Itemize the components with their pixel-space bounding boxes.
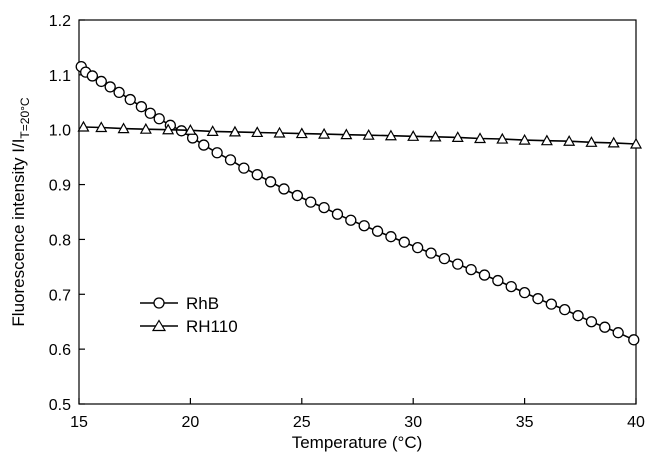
- data-point-rhb: [305, 196, 317, 208]
- x-tick-label: 40: [627, 414, 645, 431]
- x-tick-label: 20: [182, 414, 200, 431]
- y-axis-title-subscript: T=20°C: [18, 97, 32, 138]
- data-point-rhb: [412, 242, 424, 254]
- x-tick-label: 25: [293, 414, 311, 431]
- data-point-rh110: [228, 125, 241, 137]
- data-point-rhb: [398, 236, 410, 248]
- data-point-rhb: [104, 81, 116, 93]
- data-point-rhb: [211, 147, 223, 159]
- data-point-rhb: [113, 86, 125, 99]
- y-tick-label: 1.0: [49, 123, 71, 140]
- data-point-rh110: [77, 120, 90, 132]
- data-point-rh110: [518, 133, 531, 145]
- data-point-rhb: [198, 139, 210, 151]
- data-point-rhb: [124, 93, 136, 106]
- data-point-rhb: [452, 258, 464, 270]
- data-point-rh110: [251, 126, 264, 138]
- data-point-rhb: [371, 225, 384, 237]
- data-point-rh110: [629, 137, 643, 149]
- data-point-rhb: [505, 280, 517, 293]
- series-layer: [75, 60, 643, 346]
- data-point-rhb: [95, 75, 107, 88]
- data-point-rhb: [264, 176, 277, 188]
- legend-marker-rhb: [153, 297, 165, 309]
- data-point-rhb: [291, 189, 303, 202]
- data-point-rhb: [331, 208, 344, 220]
- y-axis-title-main: Fluorescence intensity I/I: [9, 139, 28, 327]
- data-point-rh110: [340, 128, 353, 140]
- data-point-rhb: [86, 70, 99, 82]
- data-point-rh110: [607, 136, 620, 148]
- legend-marker-rh110: [151, 319, 167, 332]
- data-point-rh110: [162, 123, 175, 135]
- data-point-rhb: [385, 231, 397, 243]
- x-tick-label: 15: [70, 414, 88, 431]
- data-point-rhb: [492, 274, 504, 287]
- data-point-rhb: [532, 293, 544, 305]
- x-tick-label: 35: [516, 414, 534, 431]
- data-point-rhb: [465, 263, 477, 276]
- x-axis-title: Temperature (°C): [292, 433, 423, 452]
- data-point-rh110: [407, 130, 420, 141]
- data-point-rhb: [358, 220, 370, 232]
- data-point-rh110: [318, 127, 331, 139]
- y-tick-label: 0.5: [49, 397, 71, 414]
- data-point-rhb: [144, 107, 156, 119]
- data-point-rhb: [251, 169, 263, 181]
- data-point-rhb: [153, 113, 165, 125]
- data-point-rh110: [184, 124, 197, 135]
- data-point-rhb: [345, 214, 357, 226]
- y-tick-label: 1.2: [49, 13, 71, 30]
- data-point-rhb: [518, 286, 531, 299]
- y-tick-label: 0.7: [49, 287, 71, 304]
- data-point-rh110: [563, 134, 576, 146]
- data-point-rh110: [295, 127, 308, 139]
- data-point-rh110: [585, 136, 598, 147]
- data-point-rhb: [224, 154, 237, 166]
- data-point-rhb: [612, 327, 624, 339]
- data-point-rhb: [559, 303, 571, 316]
- data-point-rhb: [238, 162, 250, 174]
- data-point-rh110: [496, 132, 509, 144]
- series-line-rh110: [83, 126, 637, 145]
- y-tick-label: 1.1: [49, 68, 71, 85]
- legend-label-rhb: RhB: [186, 294, 219, 313]
- data-point-rh110: [474, 132, 487, 144]
- data-point-rhb: [318, 201, 330, 214]
- data-point-rhb: [628, 334, 640, 346]
- data-point-rh110: [384, 129, 397, 141]
- data-point-rhb: [135, 101, 148, 113]
- data-point-rhb: [478, 269, 491, 281]
- data-point-rh110: [95, 121, 108, 133]
- data-point-rh110: [362, 128, 375, 140]
- y-tick-label: 0.9: [49, 178, 71, 195]
- data-point-rhb: [599, 321, 611, 333]
- data-point-rhb: [278, 183, 290, 195]
- data-point-rh110: [139, 122, 152, 134]
- axis-ticks: 15 20 25 30 35 40 0.5 0.6 0.7 0.8 0.9 1.0 1.1 1.2: [49, 13, 645, 431]
- data-point-rh110: [451, 131, 464, 142]
- legend: RhB RH110: [140, 294, 238, 336]
- data-point-rh110: [117, 122, 130, 134]
- y-axis-title: Fluorescence intensity I/IT=20°C: [9, 97, 32, 327]
- y-tick-label: 0.8: [49, 232, 71, 249]
- data-point-rhb: [585, 316, 598, 328]
- legend-label-rh110: RH110: [186, 317, 238, 336]
- y-tick-label: 0.6: [49, 342, 71, 359]
- x-tick-label: 30: [404, 414, 422, 431]
- plot-frame: [78, 19, 637, 405]
- data-point-rh110: [429, 130, 442, 142]
- data-point-rh110: [206, 125, 219, 136]
- data-point-rhb: [545, 298, 557, 310]
- data-point-rhb: [572, 310, 584, 322]
- data-point-rhb: [438, 252, 451, 265]
- data-point-rh110: [273, 126, 286, 138]
- data-point-rhb: [425, 247, 437, 259]
- data-point-rh110: [540, 134, 553, 146]
